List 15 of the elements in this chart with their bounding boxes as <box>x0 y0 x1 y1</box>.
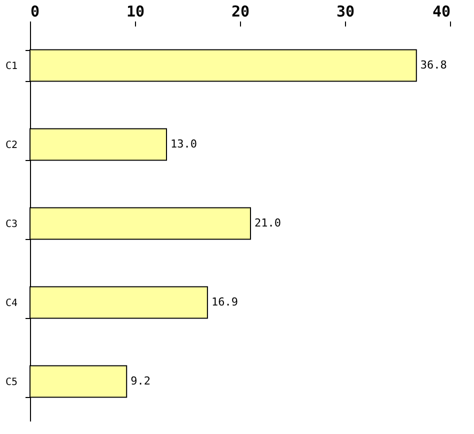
x-tick-label: 40 <box>432 2 450 20</box>
data-label: 36.8 <box>420 58 447 72</box>
x-tick-label: 30 <box>336 2 355 20</box>
y-tick-label: C5 <box>5 377 18 388</box>
data-label: 9.2 <box>130 374 150 388</box>
data-label: 13.0 <box>170 138 197 150</box>
y-tick-label: C1 <box>5 61 18 72</box>
x-tick-label: 0 <box>30 2 40 20</box>
x-tick-label: 10 <box>126 2 145 20</box>
y-tick-label: C3 <box>5 219 18 230</box>
data-label: 16.9 <box>211 296 238 308</box>
y-tick-label: C4 <box>5 298 18 309</box>
x-tick-label: 20 <box>231 2 250 20</box>
y-tick-label: C2 <box>5 140 18 151</box>
data-label: 21.0 <box>254 216 281 230</box>
